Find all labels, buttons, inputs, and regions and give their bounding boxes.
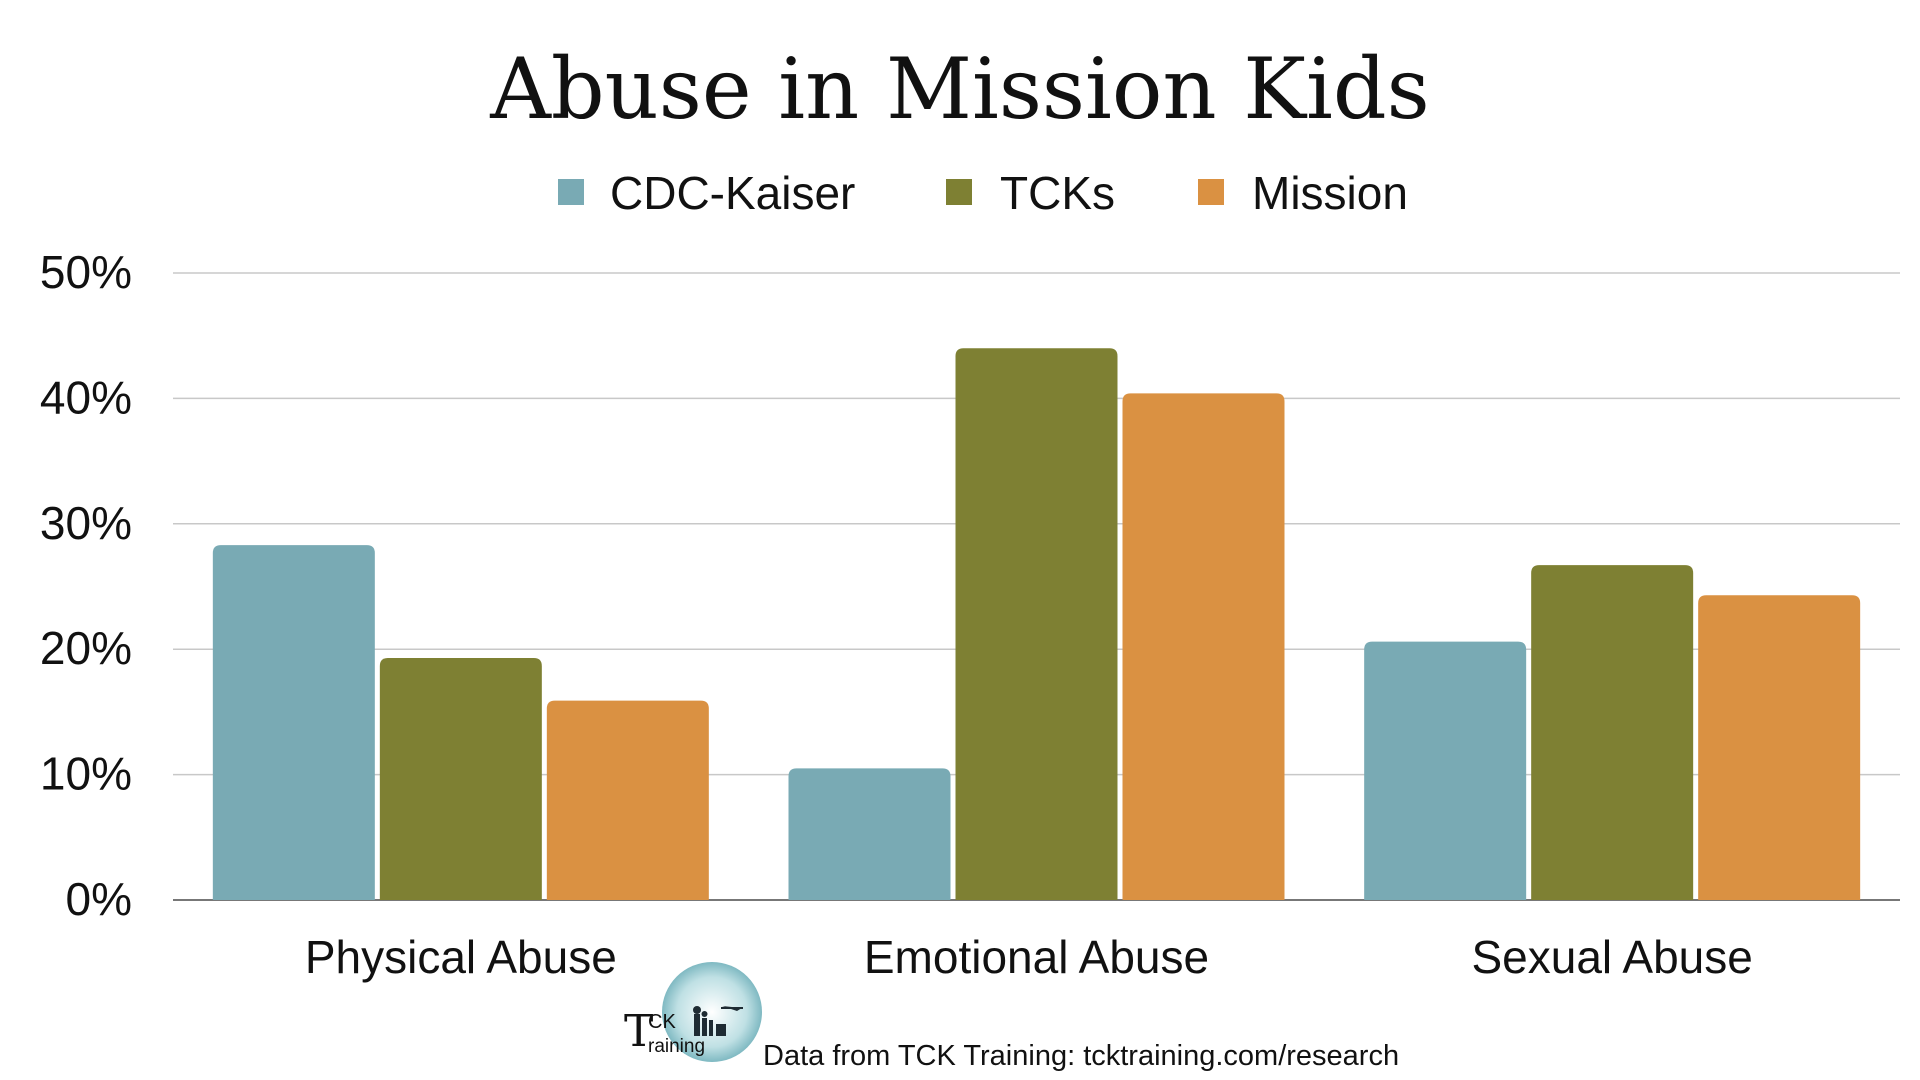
legend-swatch — [558, 179, 584, 205]
chart-title: Abuse in Mission Kids — [489, 40, 1430, 138]
data-source-note: Data from TCK Training: tcktraining.com/… — [763, 1040, 1400, 1072]
x-axis: Physical Abuse Emotional Abuse Sexual Abus… — [305, 931, 1753, 983]
legend-label: CDC-Kaiser — [610, 167, 855, 219]
x-tick-label: Physical Abuse — [305, 931, 617, 983]
x-tick-label: Emotional Abuse — [864, 931, 1209, 983]
bar-tcks-emotional-abuse — [955, 348, 1118, 900]
bars — [212, 348, 1861, 900]
x-tick-label: Sexual Abuse — [1472, 931, 1753, 983]
y-tick-label: 20% — [40, 622, 132, 674]
bar-cdc-kaiser-emotional-abuse — [788, 768, 951, 900]
y-tick-label: 30% — [40, 497, 132, 549]
legend: CDC-Kaiser TCKs Mission — [558, 167, 1408, 219]
bar-mission-emotional-abuse — [1122, 393, 1285, 900]
bar-tcks-physical-abuse — [379, 657, 542, 900]
logo-letter-t: T — [624, 1006, 653, 1057]
legend-label: TCKs — [1000, 167, 1115, 219]
bar-mission-physical-abuse — [546, 700, 709, 900]
logo-text-bottom: raining — [648, 1036, 705, 1057]
bar-tcks-sexual-abuse — [1531, 565, 1694, 900]
bar-cdc-kaiser-physical-abuse — [212, 545, 375, 900]
legend-swatch — [1198, 179, 1224, 205]
legend-swatch — [946, 179, 972, 205]
logo-text-top: CK — [648, 1011, 676, 1033]
y-tick-label: 50% — [40, 246, 132, 298]
bar-mission-sexual-abuse — [1698, 595, 1861, 900]
y-tick-label: 40% — [40, 371, 132, 423]
tck-training-logo: T CK raining — [622, 962, 767, 1062]
legend-label: Mission — [1252, 167, 1408, 219]
y-tick-label: 0% — [66, 873, 132, 925]
y-axis: 0% 10% 20% 30% 40% 50% — [40, 246, 132, 925]
y-tick-label: 10% — [40, 748, 132, 800]
bar-cdc-kaiser-sexual-abuse — [1364, 641, 1527, 900]
